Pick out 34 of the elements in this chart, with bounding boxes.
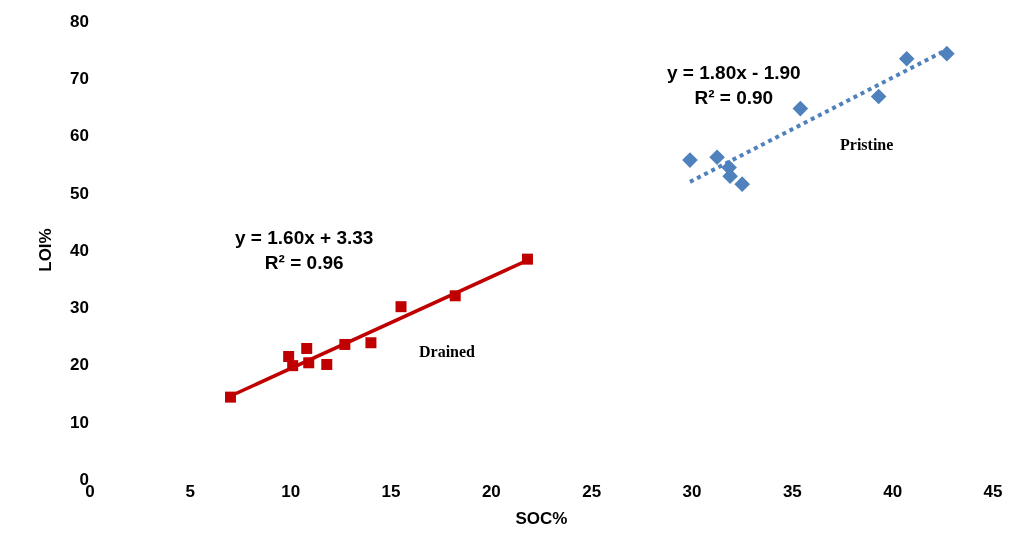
x-tick-label: 40: [883, 482, 903, 501]
point: [870, 88, 887, 105]
point: [365, 337, 377, 349]
x-tick-label: 5: [185, 482, 196, 501]
y-tick-label: 50: [70, 183, 89, 203]
x-tick-label: 45: [983, 482, 1003, 501]
point: [301, 342, 313, 354]
x-tick-label: 15: [381, 482, 401, 501]
y-tick-label: 70: [70, 69, 89, 89]
point: [395, 301, 407, 313]
point: [682, 152, 698, 168]
point: [734, 176, 750, 192]
point: [898, 50, 915, 67]
annotation: y = 1.80x - 1.90 R² = 0.90: [667, 62, 801, 108]
y-tick-label: 80: [70, 11, 89, 31]
x-axis-title: SOC%: [515, 509, 568, 529]
point: [792, 100, 809, 117]
y-tick-label: 60: [70, 126, 89, 146]
x-tick-label: 20: [481, 482, 501, 501]
point: [709, 149, 725, 166]
x-tick-label: 25: [582, 482, 602, 501]
annotation: y = 1.60x + 3.33 R² = 0.96: [235, 227, 374, 273]
x-tick-label: 35: [782, 482, 802, 501]
point: [321, 359, 333, 370]
text: Pristine: [840, 136, 894, 153]
y-tick-label: 10: [70, 412, 89, 432]
y-tick-label: 20: [70, 355, 89, 375]
y-tick-label: 30: [70, 298, 89, 318]
x-tick-label: 30: [682, 482, 702, 501]
x-tick-label: 10: [281, 482, 301, 501]
y-axis-title: LOI%: [35, 228, 55, 272]
text: Drained: [419, 343, 476, 360]
point: [939, 45, 955, 62]
y-tick-label: 40: [70, 240, 89, 260]
